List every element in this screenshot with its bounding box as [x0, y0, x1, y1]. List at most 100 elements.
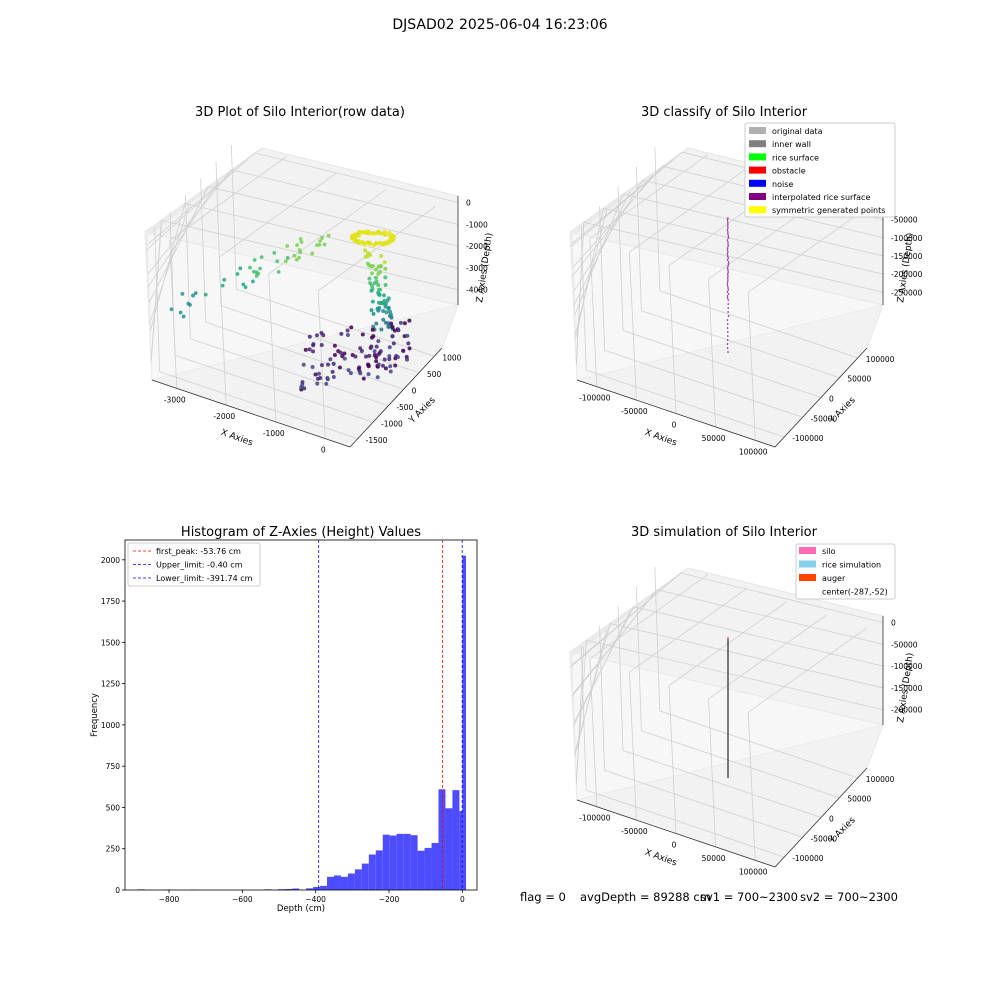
scatter-point	[203, 292, 208, 297]
scatter-point	[726, 281, 729, 283]
z-tick-label: -150000	[891, 684, 923, 693]
y-tick-label: 1250	[101, 680, 120, 689]
grid-line	[747, 712, 756, 861]
scatter-point	[378, 349, 383, 354]
scatter-point	[370, 299, 375, 304]
scatter-point	[311, 343, 316, 348]
legend: silo rice simulation auger center(-287,-52)	[795, 543, 896, 600]
grid-line	[668, 685, 677, 834]
scatter-point	[369, 308, 374, 313]
histogram-bar	[389, 835, 397, 890]
scatter-point	[381, 293, 386, 298]
z-tick-label: -50000	[891, 640, 918, 649]
scatter-point	[727, 269, 729, 271]
scatter-point	[381, 317, 386, 322]
scatter-point	[405, 357, 410, 362]
legend-swatch	[799, 574, 816, 581]
legend-label: first_peak: -53.76 cm	[156, 547, 241, 556]
scatter-point	[727, 279, 729, 281]
scatter-point	[348, 371, 353, 376]
chart-0: 3D Plot of Silo Interior(row data) -3000 -…	[143, 105, 495, 455]
histogram-bar	[354, 869, 362, 890]
scatter-point	[401, 348, 406, 353]
scatter-point	[374, 267, 379, 272]
avg-depth-status: avgDepth = 89288 cm	[580, 890, 711, 904]
scatter-point	[364, 354, 369, 359]
scatter-point	[405, 333, 410, 338]
z-tick-label: -200000	[891, 270, 923, 279]
grid-line	[636, 586, 642, 731]
legend-swatch	[799, 560, 816, 568]
scatter-point	[726, 335, 729, 337]
flag-status: flag = 0	[520, 890, 566, 904]
legend-label: Upper_limit: -0.40 cm	[156, 561, 243, 570]
scatter-point	[396, 328, 401, 333]
scatter-point	[406, 341, 411, 346]
grid-line	[574, 622, 884, 752]
scatter-point	[727, 237, 730, 239]
scatter-point	[328, 357, 333, 362]
grid-line	[147, 169, 459, 274]
grid-line	[604, 769, 803, 838]
scatter-point	[283, 259, 288, 264]
sv1-status: sv1 = 700~2300	[700, 890, 798, 904]
legend-swatch	[749, 206, 766, 214]
grid-line	[641, 730, 840, 799]
scatter-point	[368, 252, 373, 257]
x-tick-label: 0	[321, 446, 326, 455]
z-tick-label: -200000	[891, 706, 923, 715]
scatter-point	[299, 385, 304, 390]
scatter-point	[376, 300, 381, 305]
grid-line	[636, 166, 642, 311]
chart-title: 3D simulation of Silo Interior	[631, 525, 818, 540]
scatter-point	[727, 241, 729, 243]
scatter-point	[371, 243, 376, 248]
scatter-point	[191, 293, 195, 298]
grid-line	[654, 146, 661, 291]
x-tick-label: -100000	[579, 814, 611, 823]
scatter-point	[727, 263, 730, 265]
x-axis-label: X Axies	[643, 428, 678, 449]
histogram-bar	[327, 876, 334, 890]
y-tick-label: 0	[829, 395, 834, 404]
legend-label: auger	[822, 574, 846, 583]
x-axis-label: X Axies	[643, 848, 678, 869]
grid-line	[230, 145, 237, 290]
scatter-point	[383, 266, 388, 271]
y-tick-label: -1500	[366, 436, 388, 445]
scatter-point	[376, 287, 381, 292]
y-tick-label: 1750	[101, 597, 120, 606]
scatter-point	[727, 235, 730, 237]
scatter-point	[372, 349, 377, 354]
grid-line	[268, 273, 277, 422]
scatter-point	[376, 290, 381, 295]
histogram-bar	[285, 889, 293, 890]
scatter-point	[369, 264, 374, 269]
scatter-point	[727, 245, 729, 247]
scatter-point	[727, 261, 730, 263]
scatter-point	[186, 301, 191, 306]
grid-line	[641, 310, 840, 379]
scatter-point	[393, 363, 398, 368]
y-axis-line	[349, 347, 443, 448]
scatter-point	[390, 334, 395, 339]
scatter-point	[388, 369, 393, 374]
scatter-point	[332, 353, 337, 358]
scatter-point	[727, 233, 729, 235]
grid-line	[589, 658, 598, 807]
grid-line	[575, 639, 884, 780]
grid-line	[145, 158, 248, 251]
scatter-point	[338, 350, 343, 355]
scatter-point	[726, 221, 729, 223]
chart-1: 3D classify of Silo Interior -100000 -5000…	[568, 105, 923, 456]
y-axis-line	[774, 767, 868, 868]
scatter-points	[169, 229, 412, 392]
histogram-bar	[334, 875, 341, 890]
histogram-bar	[320, 885, 328, 890]
scatter-point	[726, 219, 729, 221]
legend-label: inner wall	[772, 140, 811, 149]
scatter-point	[272, 250, 277, 255]
scatter-point	[345, 332, 350, 337]
scatter-point	[387, 345, 392, 350]
x-tick-label: -100000	[579, 394, 611, 403]
